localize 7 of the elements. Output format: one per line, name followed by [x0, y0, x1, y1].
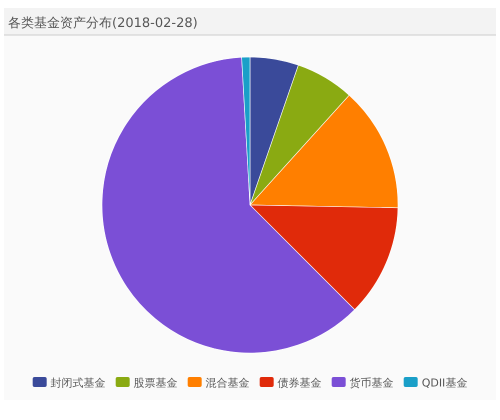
legend-label: QDII基金: [422, 376, 468, 390]
legend-label: 混合基金: [206, 376, 250, 390]
legend-label: 货币基金: [350, 376, 394, 390]
legend-label: 债券基金: [278, 376, 322, 390]
legend-label: 封闭式基金: [50, 376, 106, 390]
chart-title: 各类基金资产分布(2018-02-28): [8, 16, 198, 31]
legend-label: 股票基金: [134, 376, 178, 390]
